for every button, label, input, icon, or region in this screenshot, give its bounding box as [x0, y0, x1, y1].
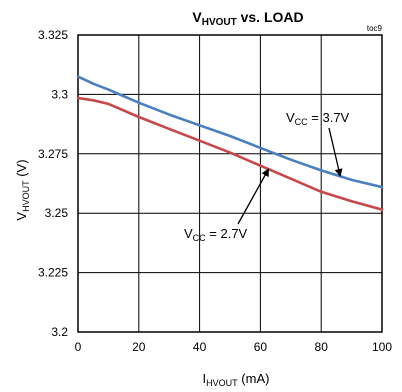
chart-title: VHVOUT vs. LOAD: [192, 9, 303, 28]
series-line-0: [76, 75, 384, 189]
series-label-vcc-2-7: VCC = 2.7V: [184, 226, 248, 243]
x-tick-label: 80: [315, 340, 329, 354]
x-tick-labels: 0 20 40 60 80 100: [75, 340, 393, 354]
series-line-1: [76, 96, 384, 211]
y-tick-label: 3.25: [45, 206, 69, 220]
x-tick-label: 100: [372, 340, 392, 354]
grid: [77, 34, 383, 333]
y-tick-label: 3.275: [38, 147, 68, 161]
x-tick-label: 40: [193, 340, 207, 354]
series-lines: [76, 75, 384, 211]
y-tick-label: 3.325: [38, 28, 68, 42]
x-tick-label: 0: [75, 340, 82, 354]
arrow-vcc-3-7: [328, 127, 343, 177]
arrow-vcc-2-7: [237, 168, 269, 225]
plot-frame: [77, 34, 383, 333]
y-tick-labels: 3.2 3.225 3.25 3.275 3.3 3.325: [38, 28, 68, 339]
y-axis-label: VHVOUT (V): [14, 159, 31, 220]
y-tick-label: 3.2: [51, 325, 68, 339]
x-tick-label: 20: [132, 340, 146, 354]
x-tick-label: 60: [254, 340, 268, 354]
series-label-vcc-3-7: VCC = 3.7V: [286, 110, 350, 127]
y-tick-label: 3.225: [38, 266, 68, 280]
y-tick-label: 3.3: [51, 87, 68, 101]
x-axis-label: IHVOUT (mA): [203, 371, 270, 388]
chart-code-label: toc9: [367, 24, 383, 33]
